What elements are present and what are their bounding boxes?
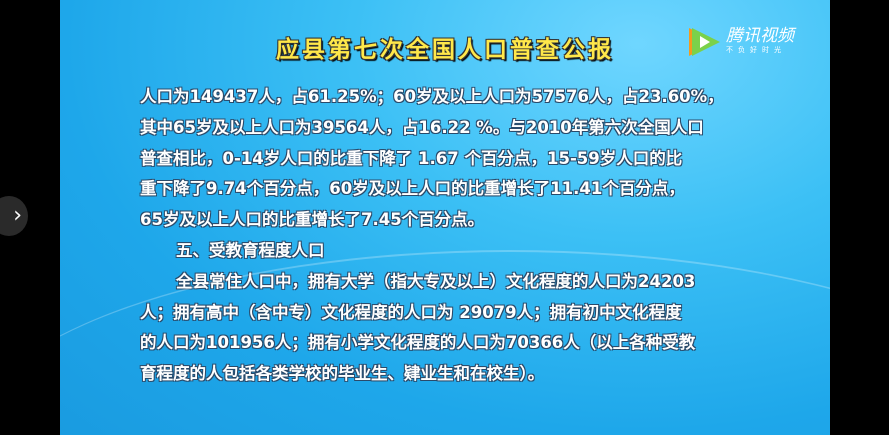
logo-slogan: 不负好时光 [726,46,786,54]
text-line: 人；拥有高中（含中专）文化程度的人口为 29079人；拥有初中文化程度 [140,302,682,322]
text-line: 的人口为101956人；拥有小学文化程度的人口为70366人（以上各种受教 [140,333,696,353]
text-line: 重下降了9.74个百分点，60岁及以上人口的比重增长了11.41个百分点， [140,179,685,199]
text-line: 普查相比，0-14岁人口的比重下降了 1.67 个百分点，15-59岁人口的比 [140,148,683,168]
logo-name: 腾讯视频 [726,26,794,46]
tencent-video-logo: 腾讯视频 不负好时光 [690,26,794,56]
text-line: 人口为149437人，占61.25%；60岁及以上人口为57576人，占23.6… [140,87,724,106]
next-button[interactable]: › [0,196,28,236]
text-line: 65岁及以上人口的比重增长了7.45个百分点。 [140,210,485,230]
section-heading: 五、受教育程度人口 [176,240,325,260]
text-line: 全县常住人口中，拥有大学（指大专及以上）文化程度的人口为24203 [176,271,696,291]
video-frame: 应县第七次全国人口普查公报 腾讯视频 不负好时光 人口为149437人，占61.… [60,0,830,435]
chevron-right-icon: › [13,203,22,228]
text-line: 其中65岁及以上人口为39564人，占16.22 %。与2010年第六次全国人口 [140,117,704,137]
page-title: 应县第七次全国人口普查公报 [276,37,614,63]
text-line: 育程度的人包括各类学校的毕业生、肄业生和在校生）。 [140,364,545,384]
play-logo-icon [690,26,720,56]
bulletin-text: 人口为149437人，占61.25%；60岁及以上人口为57576人，占23.6… [140,82,790,390]
